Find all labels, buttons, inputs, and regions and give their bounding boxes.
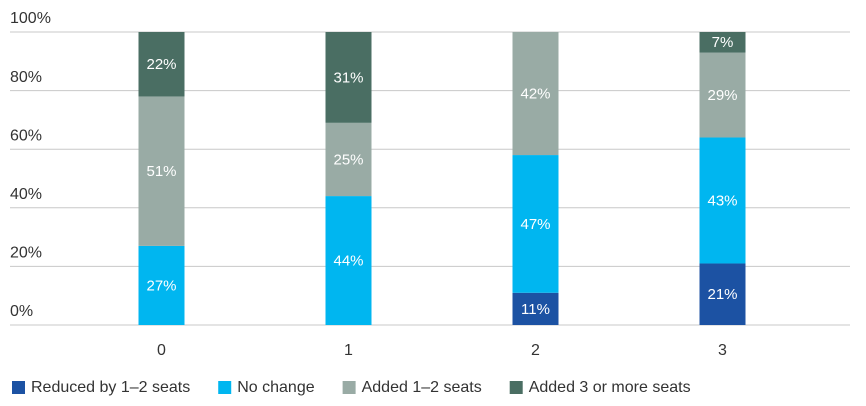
- y-tick-label: 20%: [10, 245, 42, 262]
- bar-segment: [138, 245, 185, 325]
- x-tick-label: 1: [344, 342, 353, 359]
- y-tick-label: 80%: [10, 69, 42, 86]
- value-label: 7%: [712, 34, 734, 51]
- bar-segment: [512, 292, 559, 325]
- legend-swatch: [509, 381, 523, 394]
- bar-segment: [512, 155, 559, 293]
- bar-segment: [699, 137, 746, 264]
- legend-label: No change: [237, 379, 314, 396]
- legend-swatch: [12, 381, 25, 394]
- bar-segment: [138, 96, 185, 246]
- value-label: 43%: [707, 192, 737, 209]
- x-tick-label: 0: [157, 342, 166, 359]
- value-label: 51%: [146, 163, 176, 180]
- legend-label: Added 3 or more seats: [529, 379, 691, 396]
- bar-segment: [512, 32, 559, 156]
- value-label: 25%: [333, 151, 363, 168]
- legend-label: Reduced by 1–2 seats: [31, 379, 190, 396]
- bar-segment: [138, 32, 185, 97]
- legend-swatch: [218, 381, 232, 394]
- value-label: 22%: [146, 56, 176, 73]
- y-tick-label: 100%: [10, 10, 51, 27]
- bar-segment: [325, 122, 372, 197]
- value-label: 11%: [521, 301, 550, 318]
- bar-segment: [699, 263, 746, 325]
- y-tick-label: 0%: [10, 303, 33, 320]
- legend-label: Added 1–2 seats: [362, 379, 482, 396]
- bar-segment: [699, 32, 746, 53]
- bar-segment: [325, 196, 372, 325]
- bar-segment: [325, 32, 372, 123]
- value-label: 42%: [520, 85, 550, 102]
- y-tick-label: 60%: [10, 127, 42, 144]
- y-tick-label: 40%: [10, 186, 42, 203]
- value-label: 31%: [333, 69, 363, 86]
- value-label: 21%: [707, 286, 737, 303]
- x-tick-label: 2: [531, 342, 540, 359]
- value-label: 29%: [707, 87, 737, 104]
- value-label: 47%: [520, 216, 550, 233]
- bar-segment: [699, 52, 746, 138]
- legend-swatch: [342, 381, 356, 394]
- value-label: 44%: [333, 253, 363, 270]
- value-label: 27%: [146, 277, 176, 294]
- x-tick-label: 3: [718, 342, 727, 359]
